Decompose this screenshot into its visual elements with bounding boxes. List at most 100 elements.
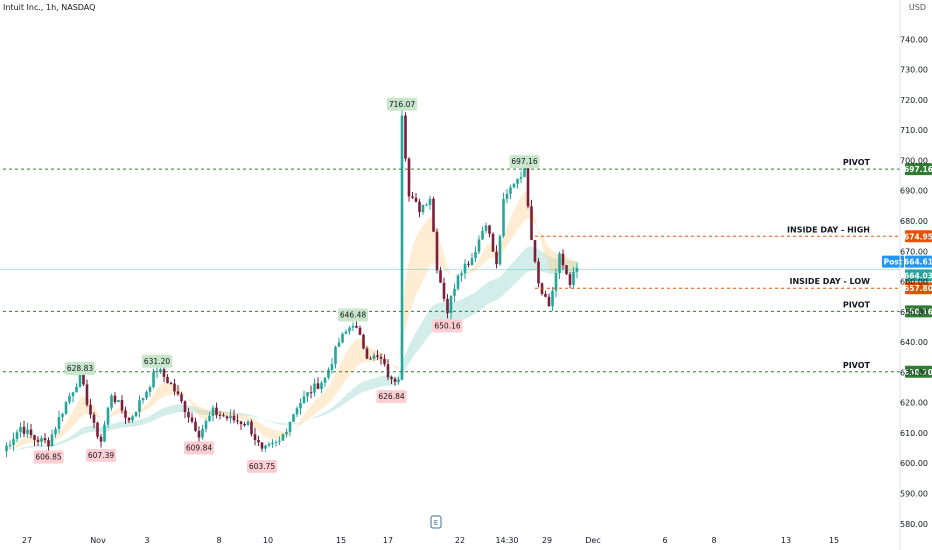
candle-body [544,293,547,297]
candle-body [257,439,260,443]
candle-body [201,428,204,438]
candle-body [26,429,29,434]
y-tick-label: 680.00 [900,217,928,226]
x-tick-label: Nov [90,536,106,545]
swing-low-value: 650.16 [434,321,460,330]
y-tick-label: 640.00 [900,338,928,347]
price-badge [905,269,932,282]
candle-body [89,404,92,415]
candle-body [358,327,362,335]
candle-body [99,436,103,442]
currency-label[interactable]: USD [908,3,926,12]
price-badge [905,255,932,268]
candle-body [495,251,498,265]
candle-body [467,263,470,265]
earnings-marker[interactable]: E [430,515,442,529]
candle-body [369,358,372,360]
candle-body [348,327,351,332]
candle-body [456,275,460,289]
candle-body [400,115,404,380]
candle-body [386,364,390,378]
y-tick-label: 630.00 [900,368,928,377]
candle-body [572,271,575,286]
candle-body [138,400,141,412]
candle-body [64,402,68,414]
candle-body [197,430,201,438]
candle-body [225,416,229,419]
candle-body [421,204,425,213]
candle-body [442,282,446,299]
candle-body [134,411,138,417]
candle-body [491,233,495,252]
candle-body [141,397,145,401]
candle-body [502,198,505,237]
y-tick-label: 610.00 [900,429,928,438]
candle-body [232,415,236,421]
y-tick-label: 730.00 [900,66,928,75]
candle-body [155,371,159,373]
swing-high-value: 697.16 [511,157,537,166]
candle-body [439,270,442,283]
candle-body [274,441,278,443]
candle-body [211,407,215,416]
swing-high-value: 646.48 [340,311,366,320]
y-tick-label: 660.00 [900,278,928,287]
candle-body [435,231,439,271]
candle-body [446,298,449,314]
candle-body [453,288,456,296]
y-tick-label: 740.00 [900,35,928,44]
swing-low-value: 606.85 [35,452,61,461]
candle-body [194,421,197,431]
candle-body [57,417,61,429]
y-tick-label: 670.00 [900,247,928,256]
candle-body [376,355,379,357]
x-tick-label: 13 [781,536,791,545]
candle-body [253,434,257,440]
x-tick-label: 27 [22,536,32,545]
candle-body [537,261,540,284]
y-tick-label: 590.00 [900,490,928,499]
candle-body [29,429,33,436]
candle-body [334,346,337,365]
swing-high-badge [509,155,540,169]
candle-body [218,414,222,416]
candle-body [40,438,43,442]
x-tick-label: 14:30 [495,536,518,545]
y-tick-label: 700.00 [900,156,928,165]
candle-body [449,295,453,314]
candle-body [460,273,463,276]
candle-body [239,421,243,424]
x-tick-label: Dec [585,536,600,545]
candle-body [519,177,523,179]
candle-body [246,421,250,426]
candle-body [71,392,75,397]
x-tick-label: 8 [216,536,221,545]
candle-body [288,421,292,432]
candle-body [554,273,558,291]
candle-body [173,383,176,392]
symbol-title: Intuit Inc., 1h, NASDAQ [3,3,96,12]
y-tick-label: 720.00 [900,96,928,105]
candle-body [558,253,561,274]
candle-body [145,391,148,398]
level-value: 650.16 [904,307,932,316]
candle-body [481,230,484,240]
level-name: PIVOT [843,300,871,309]
candle-body [131,416,134,421]
level-value: 697.16 [904,165,932,174]
candle-body [575,267,579,272]
earnings-icon[interactable] [430,515,442,529]
candle-body [264,445,267,449]
candle-body [271,442,274,445]
candle-body [484,225,488,231]
swing-low-value: 609.84 [186,443,212,452]
candle-body [547,296,551,307]
x-axis: 27 Nov 3 8 10 15 17 22 14:30 29 Dec 6 8 13 15 [22,536,839,545]
candle-body [330,364,334,370]
candle-body [85,384,89,405]
candle-body [320,382,323,389]
candle-body [54,428,57,435]
x-tick-label: 29 [542,536,552,545]
candle-body [260,442,264,449]
